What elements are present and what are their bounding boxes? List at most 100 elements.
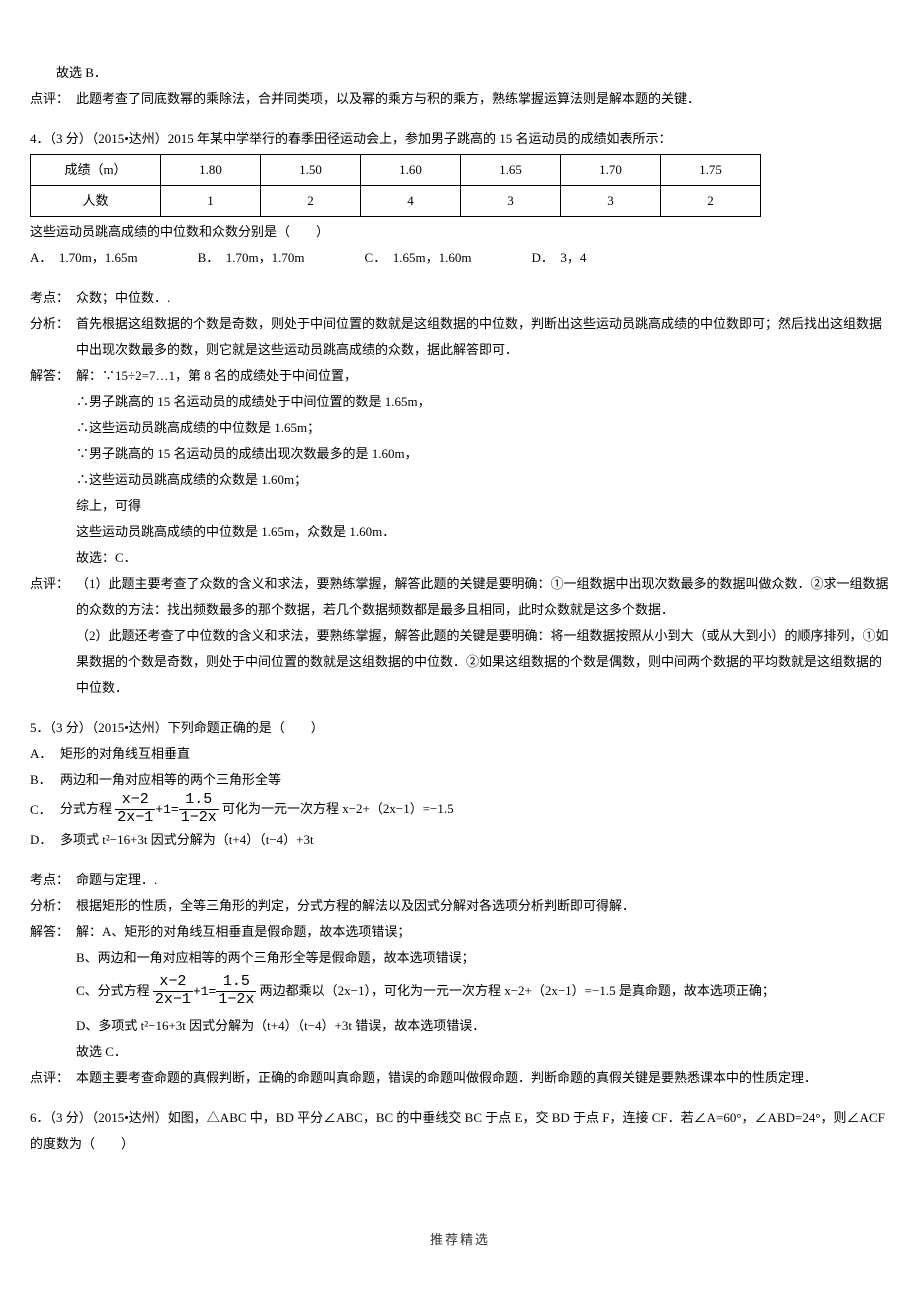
q5-dp: 点评： 本题主要考查命题的真假判断，正确的命题叫真命题，错误的命题叫做假命题．判… (30, 1065, 890, 1091)
option-d: D． 3，4 (531, 245, 586, 271)
opt-body: 矩形的对角线互相垂直 (60, 741, 190, 767)
table-cell: 2 (661, 186, 761, 217)
q5-opt-d: D． 多项式 t²−16+3t 因式分解为（t+4）（t−4）+3t (30, 827, 890, 853)
jd-label: 解答： (30, 919, 76, 1065)
question-6: 6．（3 分）（2015•达州）如图，△ABC 中，BD 平分∠ABC，BC 的… (30, 1105, 890, 1157)
table-cell: 1.80 (161, 155, 261, 186)
mid: +1= (193, 984, 216, 999)
jd-body: 解：A、矩形的对角线互相垂直是假命题，故本选项错误； B、两边和一角对应相等的两… (76, 919, 890, 1065)
table-cell: 3 (561, 186, 661, 217)
jd-body: 解：∵15÷2=7…1，第 8 名的成绩处于中间位置， ∴男子跳高的 15 名运… (76, 363, 890, 571)
q5-jd: 解答： 解：A、矩形的对角线互相垂直是假命题，故本选项错误； B、两边和一角对应… (30, 919, 890, 1065)
dp-label: 点评： (30, 571, 76, 701)
jd-line: 故选 C． (76, 1039, 890, 1065)
dp-line: （2）此题还考查了中位数的含义和求法，要熟练掌握，解答此题的关键是要明确：将一组… (76, 623, 890, 701)
jd-line: ∴这些运动员跳高成绩的众数是 1.60m； (76, 467, 890, 493)
jd-line: ∵男子跳高的 15 名运动员的成绩出现次数最多的是 1.60m， (76, 441, 890, 467)
q4-kd: 考点： 众数；中位数．. (30, 285, 890, 311)
q4-after-table: 这些运动员跳高成绩的中位数和众数分别是（ ） (30, 219, 890, 245)
optc-post: 可化为一元一次方程 x−2+（2x−1）=−1.5 (222, 801, 454, 816)
fx-body: 根据矩形的性质，全等三角形的判定，分式方程的解法以及因式分解对各选项分析判断即可… (76, 893, 890, 919)
fraction: 1.5 1−2x (179, 792, 219, 826)
option-b: B． 1.70m，1.70m (198, 245, 305, 271)
table-row: 人数 1 2 4 3 3 2 (31, 186, 761, 217)
table-cell: 4 (361, 186, 461, 217)
table-cell: 1.50 (261, 155, 361, 186)
q4-fx: 分析： 首先根据这组数据的个数是奇数，则处于中间位置的数就是这组数据的中位数，判… (30, 311, 890, 363)
table-cell: 1.60 (361, 155, 461, 186)
frac-num: 1.5 (179, 792, 219, 810)
question-4: 4．（3 分）（2015•达州）2015 年某中学举行的春季田径运动会上，参加男… (30, 126, 890, 701)
jd-c-pre: C、分式方程 (76, 983, 150, 998)
comment-label: 点评： (30, 86, 76, 112)
jd-line: C、分式方程 x−2 2x−1 +1= 1.5 1−2x 两边都乘以（2x−1）… (76, 971, 890, 1013)
opt-body: 分式方程 x−2 2x−1 +1= 1.5 1−2x 可化为一元一次方程 x−2… (60, 793, 454, 827)
dp-label: 点评： (30, 1065, 76, 1091)
frac-num: x−2 (153, 974, 193, 992)
kd-body: 命题与定理．. (76, 867, 890, 893)
jd-line: 解：∵15÷2=7…1，第 8 名的成绩处于中间位置， (76, 363, 890, 389)
kd-label: 考点： (30, 867, 76, 893)
fraction: x−2 2x−1 (153, 974, 193, 1008)
page-footer: 推荐精选 (30, 1227, 890, 1253)
jd-line: ∴这些运动员跳高成绩的中位数是 1.65m； (76, 415, 890, 441)
opt-label: B． (30, 767, 60, 793)
q5-kd: 考点： 命题与定理．. (30, 867, 890, 893)
frac-den: 2x−1 (115, 810, 155, 827)
fraction: 1.5 1−2x (216, 974, 256, 1008)
q6-stem: 6．（3 分）（2015•达州）如图，△ABC 中，BD 平分∠ABC，BC 的… (30, 1105, 890, 1157)
frac-num: 1.5 (216, 974, 256, 992)
fx-label: 分析： (30, 311, 76, 363)
table-cell: 成绩（m） (31, 155, 161, 186)
frac-den: 2x−1 (153, 992, 193, 1009)
optc-pre: 分式方程 (60, 801, 112, 816)
table-cell: 1.75 (661, 155, 761, 186)
fx-label: 分析： (30, 893, 76, 919)
jd-line: 这些运动员跳高成绩的中位数是 1.65m，众数是 1.60m． (76, 519, 890, 545)
kd-body: 众数；中位数．. (76, 285, 890, 311)
q4-table: 成绩（m） 1.80 1.50 1.60 1.65 1.70 1.75 人数 1… (30, 154, 761, 217)
opt-label: D． (30, 827, 60, 853)
q5-stem: 5．（3 分）（2015•达州）下列命题正确的是（ ） (30, 715, 890, 741)
table-cell: 2 (261, 186, 361, 217)
q5-opt-c: C． 分式方程 x−2 2x−1 +1= 1.5 1−2x 可化为一元一次方程 … (30, 793, 890, 827)
jd-label: 解答： (30, 363, 76, 571)
frac-den: 1−2x (216, 992, 256, 1009)
jd-line: D、多项式 t²−16+3t 因式分解为（t+4）（t−4）+3t 错误，故本选… (76, 1013, 890, 1039)
q4-stem: 4．（3 分）（2015•达州）2015 年某中学举行的春季田径运动会上，参加男… (30, 126, 890, 152)
q4-jd: 解答： 解：∵15÷2=7…1，第 8 名的成绩处于中间位置， ∴男子跳高的 1… (30, 363, 890, 571)
question-5: 5．（3 分）（2015•达州）下列命题正确的是（ ） A． 矩形的对角线互相垂… (30, 715, 890, 1091)
jd-c-post: 两边都乘以（2x−1），可化为一元一次方程 x−2+（2x−1）=−1.5 是真… (260, 983, 775, 998)
jd-line: B、两边和一角对应相等的两个三角形全等是假命题，故本选项错误； (76, 945, 890, 971)
table-cell: 1.70 (561, 155, 661, 186)
opt-body: 两边和一角对应相等的两个三角形全等 (60, 767, 281, 793)
opt-body: 多项式 t²−16+3t 因式分解为（t+4）（t−4）+3t (60, 827, 314, 853)
q4-dp: 点评： （1）此题主要考查了众数的含义和求法，要熟练掌握，解答此题的关键是要明确… (30, 571, 890, 701)
opt-label: A． (30, 741, 60, 767)
dp-line: （1）此题主要考查了众数的含义和求法，要熟练掌握，解答此题的关键是要明确：①一组… (76, 571, 890, 623)
q4-options: A． 1.70m，1.65m B． 1.70m，1.70m C． 1.65m，1… (30, 245, 890, 271)
q5-opt-a: A． 矩形的对角线互相垂直 (30, 741, 890, 767)
q5-fx: 分析： 根据矩形的性质，全等三角形的判定，分式方程的解法以及因式分解对各选项分析… (30, 893, 890, 919)
mid: +1= (155, 802, 178, 817)
jd-line: 解：A、矩形的对角线互相垂直是假命题，故本选项错误； (76, 919, 890, 945)
dp-body: （1）此题主要考查了众数的含义和求法，要熟练掌握，解答此题的关键是要明确：①一组… (76, 571, 890, 701)
fraction: x−2 2x−1 (115, 792, 155, 826)
jd-line: 综上，可得 (76, 493, 890, 519)
opt-label: C． (30, 797, 60, 823)
option-a: A． 1.70m，1.65m (30, 245, 138, 271)
q5-opt-b: B． 两边和一角对应相等的两个三角形全等 (30, 767, 890, 793)
table-cell: 3 (461, 186, 561, 217)
frac-num: x−2 (115, 792, 155, 810)
jd-line: ∴男子跳高的 15 名运动员的成绩处于中间位置的数是 1.65m， (76, 389, 890, 415)
comment-body: 此题考查了同底数幂的乘除法，合并同类项，以及幂的乘方与积的乘方，熟练掌握运算法则… (76, 86, 890, 112)
kd-label: 考点： (30, 285, 76, 311)
fx-body: 首先根据这组数据的个数是奇数，则处于中间位置的数就是这组数据的中位数，判断出这些… (76, 311, 890, 363)
prev-answer-line: 故选 B． (30, 60, 890, 86)
option-c: C． 1.65m，1.60m (365, 245, 472, 271)
table-cell: 人数 (31, 186, 161, 217)
table-cell: 1 (161, 186, 261, 217)
frac-den: 1−2x (179, 810, 219, 827)
table-row: 成绩（m） 1.80 1.50 1.60 1.65 1.70 1.75 (31, 155, 761, 186)
prev-comment-row: 点评： 此题考查了同底数幂的乘除法，合并同类项，以及幂的乘方与积的乘方，熟练掌握… (30, 86, 890, 112)
